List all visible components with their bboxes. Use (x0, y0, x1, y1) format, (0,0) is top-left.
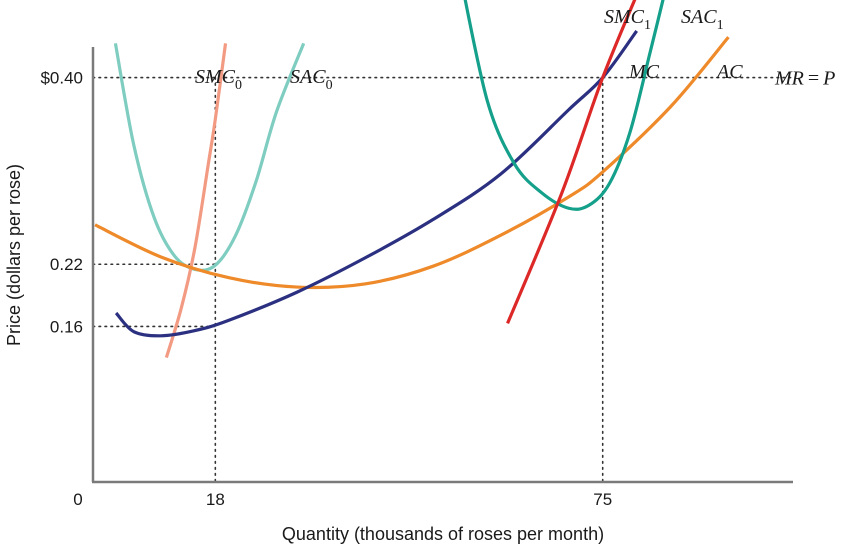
y-axis-title: Price (dollars per rose) (4, 164, 24, 346)
curve-label-sac0: SAC0 (290, 66, 333, 93)
cost-curves (94, 0, 730, 359)
x-tick-label-0: 0 (73, 490, 82, 509)
axes (91, 47, 793, 484)
y-tick-label-1: 0.22 (50, 255, 83, 274)
curve-label-mc: MC (628, 61, 660, 83)
tick-labels: $0.40 0.22 0.16 0 18 75 (40, 69, 612, 509)
curve-mc (114, 29, 638, 338)
curve-smc1 (506, 0, 637, 324)
curve-labels: SAC0 SMC0 AC MC SAC1 SMC1 MR = P (195, 6, 835, 93)
curve-ac (94, 36, 730, 290)
curve-label-smc1: SMC1 (604, 6, 651, 33)
curve-label-smc0: SMC0 (195, 66, 242, 93)
x-axis-title: Quantity (thousands of roses per month) (282, 524, 604, 544)
curve-label-sac1: SAC1 (681, 6, 724, 33)
y-tick-label-0: $0.40 (40, 69, 83, 88)
curve-smc0 (164, 43, 228, 359)
x-tick-label-2: 75 (593, 490, 612, 509)
curve-label-ac: AC (715, 61, 743, 83)
reference-lines (92, 76, 794, 483)
curve-sac1 (463, 0, 665, 211)
mr-equals-p-label: MR = P (774, 68, 835, 90)
y-tick-label-2: 0.16 (50, 317, 83, 336)
x-tick-label-1: 18 (206, 490, 225, 509)
